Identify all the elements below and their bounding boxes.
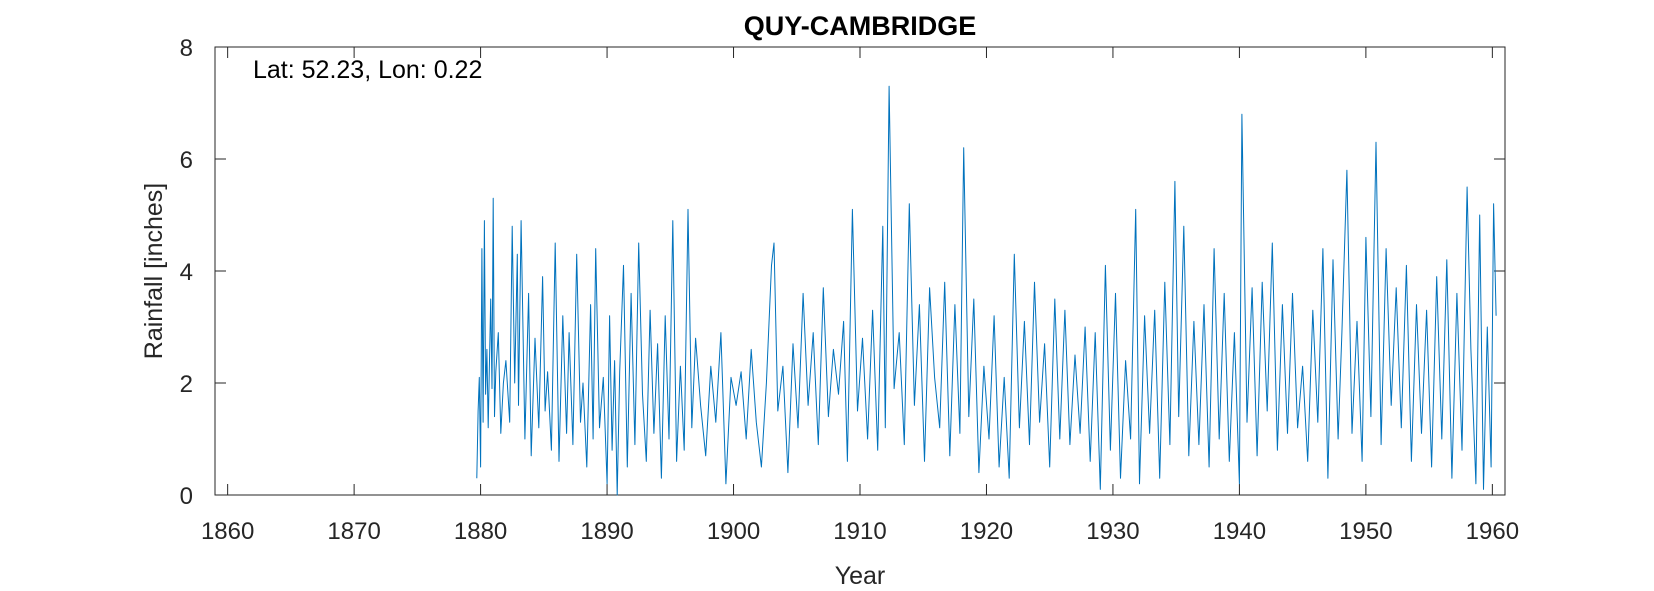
plot-area — [214, 46, 1506, 496]
axis-ticks — [215, 46, 1505, 496]
y-tick-label: 6 — [180, 147, 193, 174]
rainfall-series-line — [476, 85, 1497, 496]
x-tick-label: 1920 — [960, 518, 1013, 545]
x-tick-label: 1860 — [201, 518, 254, 545]
y-tick-label: 8 — [180, 35, 193, 62]
x-tick-label: 1910 — [833, 518, 886, 545]
x-tick-label: 1900 — [707, 518, 760, 545]
x-tick-label: 1960 — [1466, 518, 1519, 545]
x-axis-label: Year — [835, 562, 886, 590]
y-tick-label: 2 — [180, 371, 193, 398]
location-annotation: Lat: 52.23, Lon: 0.22 — [253, 56, 482, 84]
y-tick-label: 0 — [180, 483, 193, 510]
x-tick-label: 1940 — [1213, 518, 1266, 545]
y-axis-label: Rainfall [inches] — [140, 183, 168, 359]
x-tick-label: 1930 — [1086, 518, 1139, 545]
x-tick-label: 1880 — [454, 518, 507, 545]
x-tick-label: 1950 — [1339, 518, 1392, 545]
x-tick-label: 1870 — [327, 518, 380, 545]
y-tick-label: 4 — [180, 259, 193, 286]
axis-tick-labels: 1860 1870 1880 1890 1900 1910 1920 1930 1940 1950… — [180, 35, 1519, 545]
x-tick-label: 1890 — [580, 518, 633, 545]
chart-title: QUY-CAMBRIDGE — [744, 11, 977, 41]
